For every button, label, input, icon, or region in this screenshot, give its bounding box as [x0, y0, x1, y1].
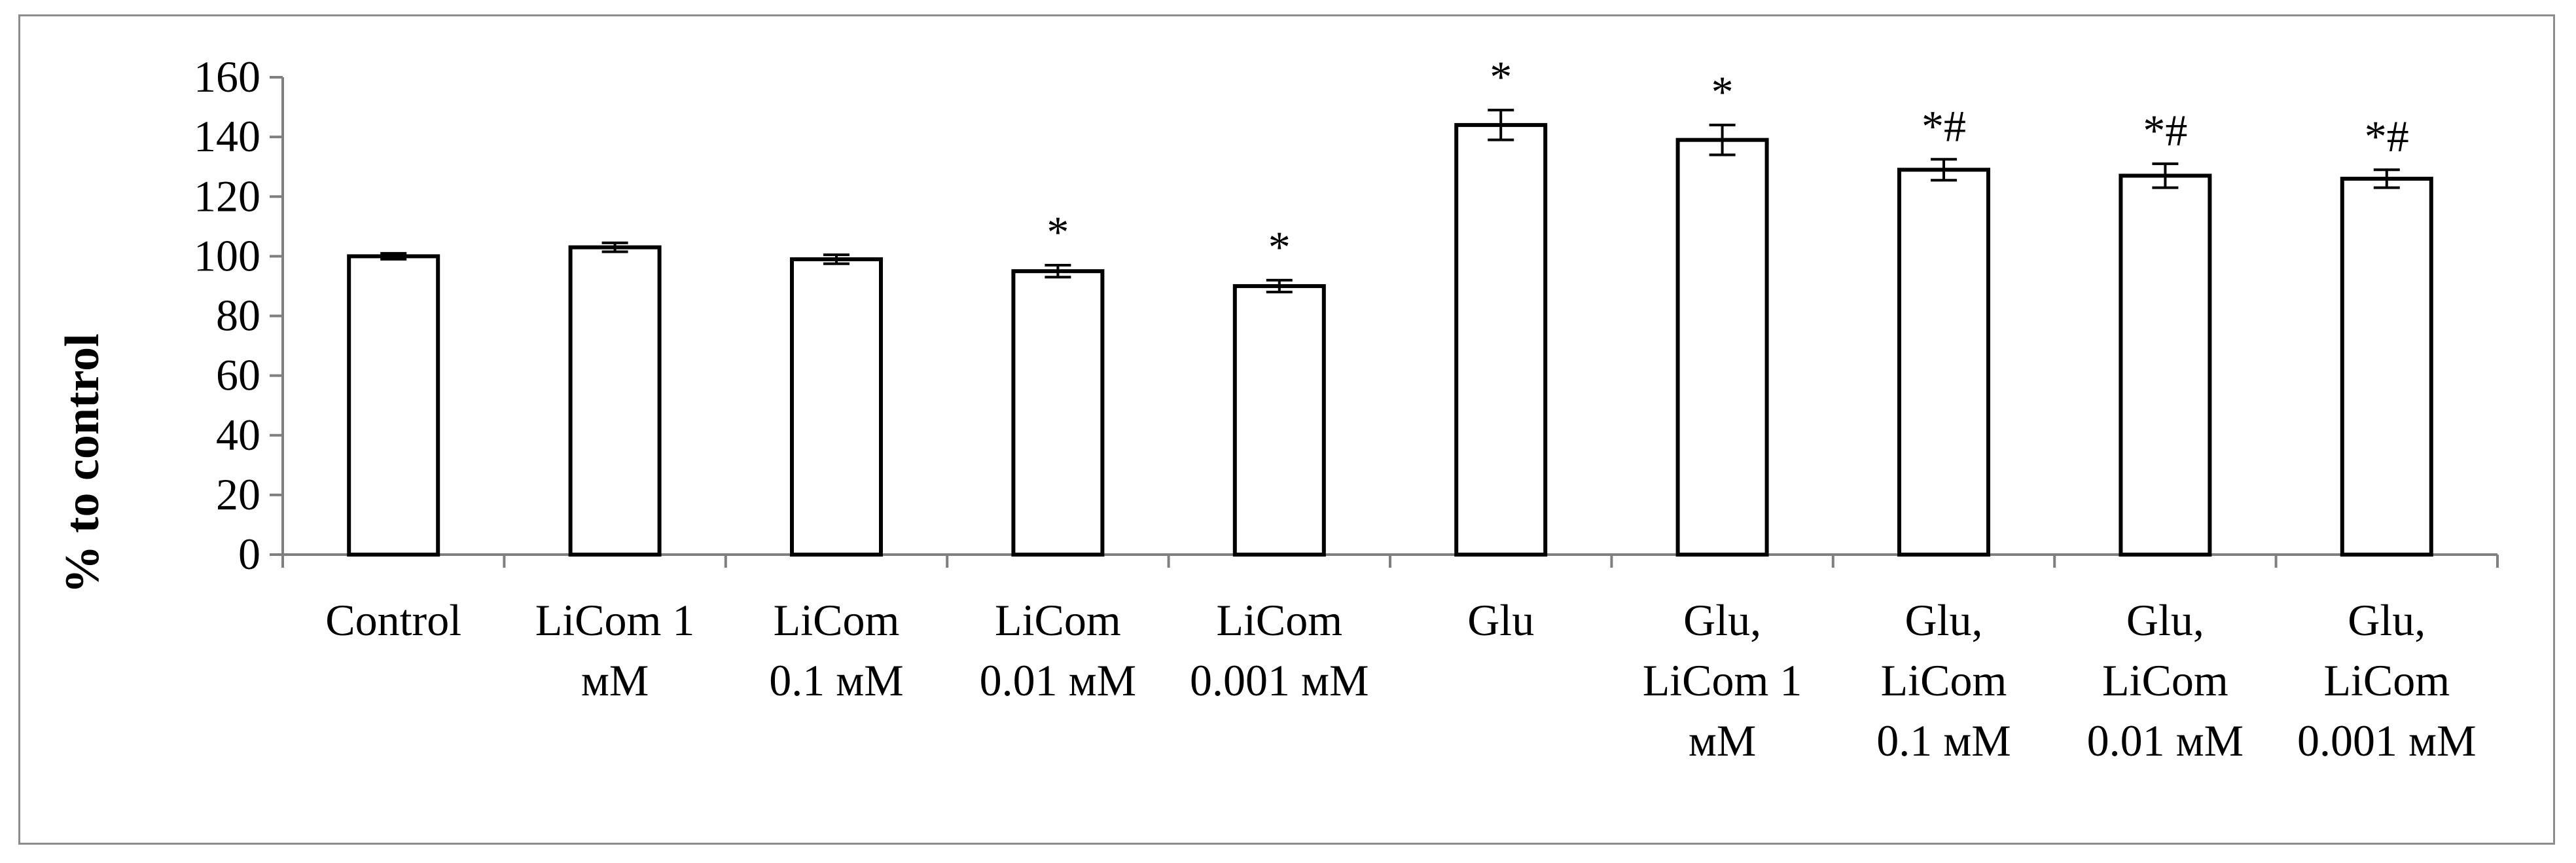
- bar: [2119, 174, 2212, 557]
- x-tick-label: 0.01 мМ: [2087, 716, 2244, 765]
- bar: [1454, 122, 1548, 557]
- x-axis: Control LiCom 1 мМ LiCom 0.1 мМ LiCom 0.01 мМ L…: [281, 553, 2499, 765]
- x-tick-label: LiCom: [2102, 655, 2228, 705]
- bar: [1011, 269, 1105, 557]
- x-tick-label: 0.1 мМ: [1876, 716, 2011, 765]
- y-tick-label: 60: [216, 350, 260, 400]
- x-tick-label: Glu,: [1905, 595, 1983, 645]
- x-tick-label: мМ: [1689, 716, 1757, 765]
- y-tick-label: 40: [216, 410, 260, 460]
- y-tick-label: 100: [194, 230, 260, 280]
- x-tick-label: Glu,: [2348, 595, 2425, 645]
- significance-label: *#: [2143, 105, 2187, 155]
- y-tick-label: 160: [194, 52, 260, 101]
- x-tick-label: LiCom: [1881, 655, 2007, 705]
- x-tick-label: мМ: [581, 655, 649, 705]
- x-tick-label: Glu: [1467, 595, 1534, 645]
- significance-label: *: [1711, 67, 1734, 117]
- y-axis: 0 20 40 60 80 100 120 140 160: [194, 52, 284, 579]
- bar: [1897, 168, 1990, 557]
- x-tick-label: LiCom: [1216, 595, 1342, 645]
- bar: [1232, 284, 1326, 557]
- x-tick-label: 0.001 мМ: [2297, 716, 2477, 765]
- x-tick-label: 0.1 мМ: [769, 655, 904, 705]
- bar: [347, 254, 440, 557]
- x-tick-label: 0.001 мМ: [1190, 655, 1369, 705]
- significance-label: *: [1490, 52, 1512, 101]
- y-tick-label: 0: [238, 529, 260, 579]
- x-tick-label: Glu,: [2126, 595, 2204, 645]
- significance-label: *#: [1922, 101, 1966, 151]
- bars: * * * * *# *# *#: [347, 52, 2433, 557]
- significance-label: *: [1046, 207, 1069, 257]
- x-tick-label: Glu,: [1683, 595, 1761, 645]
- x-tick-label: 0.01 мМ: [980, 655, 1137, 705]
- bar: [1675, 138, 1769, 557]
- y-tick-label: 20: [216, 469, 260, 519]
- x-tick-label: LiCom: [2323, 655, 2450, 705]
- y-tick-label: 140: [194, 111, 260, 161]
- x-tick-label: Control: [325, 595, 461, 645]
- bar: [790, 257, 883, 557]
- bar: [568, 245, 662, 557]
- bar: [2340, 176, 2433, 557]
- x-tick-label: LiCom: [995, 595, 1121, 645]
- x-tick-label: LiCom: [774, 595, 900, 645]
- x-tick-label: LiCom 1: [535, 595, 695, 645]
- y-axis-title: % to control: [56, 333, 109, 593]
- significance-label: *#: [2365, 111, 2409, 161]
- y-tick-label: 120: [194, 171, 260, 221]
- significance-label: *: [1268, 222, 1291, 272]
- x-tick-label: LiCom 1: [1643, 655, 1802, 705]
- y-tick-label: 80: [216, 291, 260, 340]
